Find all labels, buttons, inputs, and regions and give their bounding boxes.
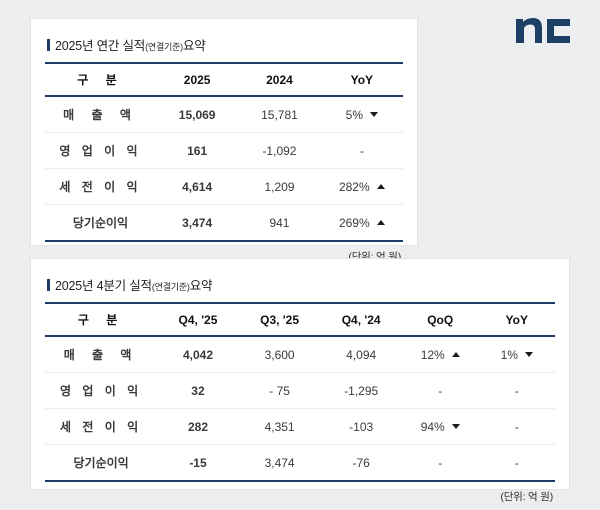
quarterly-net-income-q3-25: 3,474 xyxy=(238,444,321,482)
quarterly-pretax-profit-qoq: 94% xyxy=(401,408,479,445)
quarterly-col-header-q4-25: Q4, '25 xyxy=(157,302,239,337)
annual-pretax-profit-2024: 1,209 xyxy=(238,168,321,205)
quarterly-row-label-net-income: 당기순이익 xyxy=(45,444,158,482)
quarterly-row-label-pretax-profit: 세 전 이 익 xyxy=(45,408,158,445)
annual-operating-profit-2024: -1,092 xyxy=(238,132,321,169)
quarterly-operating-profit-q3-25: - 75 xyxy=(238,372,321,409)
quarterly-operating-profit-yoy: - xyxy=(478,372,555,409)
annual-row-label-net-income: 당기순이익 xyxy=(45,204,156,242)
annual-revenue-yoy: 5% xyxy=(320,96,403,133)
title-accent-bar xyxy=(47,39,50,51)
quarterly-title-tail: 요약 xyxy=(189,279,213,293)
quarterly-unit-note: (단위: 억 원) xyxy=(500,491,553,503)
table-row: 세 전 이 익 4,614 1,209 282% xyxy=(45,168,403,205)
quarterly-net-income-q4-25: -15 xyxy=(157,444,239,482)
quarterly-row-label-operating-profit: 영 업 이 익 xyxy=(45,372,158,409)
quarterly-table-header-row: 구 분 Q4, '25 Q3, '25 Q4, '24 QoQ YoY xyxy=(45,302,555,337)
quarterly-pretax-profit-yoy: - xyxy=(478,408,555,445)
annual-results-table: 구 분 2025 2024 YoY 매 출 액 15,069 15,781 5% xyxy=(45,62,403,242)
table-row: 당기순이익 -15 3,474 -76 - - xyxy=(45,444,555,482)
quarterly-col-header-yoy: YoY xyxy=(478,302,555,337)
quarterly-col-header-q4-24: Q4, '24 xyxy=(320,302,402,337)
annual-row-label-operating-profit: 영 업 이 익 xyxy=(45,132,156,169)
annual-operating-profit-yoy: - xyxy=(320,132,403,169)
quarterly-revenue-qoq-value: 12% xyxy=(420,347,445,362)
quarterly-revenue-q3-25: 3,600 xyxy=(238,336,321,373)
quarterly-pretax-profit-q4-24: -103 xyxy=(320,408,402,445)
table-row: 매 출 액 15,069 15,781 5% xyxy=(45,96,403,133)
annual-net-income-yoy: 269% xyxy=(320,204,403,242)
table-row: 당기순이익 3,474 941 269% xyxy=(45,204,403,242)
quarterly-title-sub: (연결기준) xyxy=(151,282,190,292)
annual-net-income-yoy-value: 269% xyxy=(338,215,370,230)
annual-operating-profit-2025: 161 xyxy=(155,132,239,169)
annual-summary-card: 2025년 연간 실적 (연결기준) 요약 구 분 2025 2024 YoY … xyxy=(30,18,418,263)
arrow-down-icon xyxy=(451,424,460,429)
table-row: 영 업 이 익 32 - 75 -1,295 - - xyxy=(45,372,555,409)
quarterly-revenue-yoy: 1% xyxy=(478,336,555,373)
quarterly-revenue-qoq: 12% xyxy=(401,336,479,373)
annual-row-label-revenue: 매 출 액 xyxy=(45,96,156,133)
quarterly-pretax-profit-qoq-value: 94% xyxy=(420,419,445,434)
annual-col-header-2024: 2024 xyxy=(238,62,321,97)
quarterly-row-label-revenue: 매 출 액 xyxy=(45,336,158,373)
annual-pretax-profit-2025: 4,614 xyxy=(155,168,239,205)
annual-revenue-2025: 15,069 xyxy=(155,96,239,133)
arrow-up-icon xyxy=(451,352,460,357)
arrow-down-icon xyxy=(369,112,378,117)
annual-net-income-2024: 941 xyxy=(238,204,321,242)
annual-col-header-yoy: YoY xyxy=(320,62,403,97)
annual-title-sub: (연결기준) xyxy=(145,42,183,52)
quarterly-revenue-yoy-value: 1% xyxy=(500,347,518,362)
annual-col-header-category: 구 분 xyxy=(45,62,156,97)
quarterly-results-table: 구 분 Q4, '25 Q3, '25 Q4, '24 QoQ YoY 매 출 … xyxy=(45,302,555,482)
arrow-down-icon xyxy=(524,352,533,357)
quarterly-pretax-profit-q4-25: 282 xyxy=(157,408,239,445)
quarterly-revenue-q4-25: 4,042 xyxy=(157,336,239,373)
annual-card-title: 2025년 연간 실적 (연결기준) 요약 xyxy=(47,35,403,54)
annual-col-header-2025: 2025 xyxy=(155,62,239,97)
table-row: 매 출 액 4,042 3,600 4,094 12% 1% xyxy=(45,336,555,373)
annual-net-income-2025: 3,474 xyxy=(155,204,239,242)
quarterly-col-header-q3-25: Q3, '25 xyxy=(238,302,321,337)
annual-revenue-yoy-value: 5% xyxy=(345,107,363,122)
title-accent-bar xyxy=(47,279,50,291)
nc-logo xyxy=(516,14,572,44)
quarterly-net-income-qoq: - xyxy=(401,444,479,482)
quarterly-summary-card: 2025년 4분기 실적 (연결기준) 요약 구 분 Q4, '25 Q3, '… xyxy=(30,258,570,503)
quarterly-net-income-q4-24: -76 xyxy=(320,444,402,482)
quarterly-net-income-yoy: - xyxy=(478,444,555,482)
quarterly-operating-profit-qoq: - xyxy=(401,372,479,409)
arrow-up-icon xyxy=(376,184,385,189)
annual-revenue-2024: 15,781 xyxy=(238,96,321,133)
arrow-up-icon xyxy=(376,220,385,225)
quarterly-operating-profit-q4-25: 32 xyxy=(157,372,239,409)
annual-table-header-row: 구 분 2025 2024 YoY xyxy=(45,62,403,97)
quarterly-col-header-qoq: QoQ xyxy=(401,302,479,337)
annual-title-tail: 요약 xyxy=(182,39,206,53)
annual-pretax-profit-yoy: 282% xyxy=(320,168,403,205)
quarterly-card-title: 2025년 4분기 실적 (연결기준) 요약 xyxy=(47,275,555,294)
quarterly-operating-profit-q4-24: -1,295 xyxy=(320,372,402,409)
quarterly-col-header-category: 구 분 xyxy=(45,302,158,337)
annual-title-main: 2025년 연간 실적 xyxy=(55,39,146,53)
quarterly-revenue-q4-24: 4,094 xyxy=(320,336,402,373)
quarterly-pretax-profit-q3-25: 4,351 xyxy=(238,408,321,445)
table-row: 세 전 이 익 282 4,351 -103 94% - xyxy=(45,408,555,445)
annual-row-label-pretax-profit: 세 전 이 익 xyxy=(45,168,156,205)
table-row: 영 업 이 익 161 -1,092 - xyxy=(45,132,403,169)
quarterly-title-main: 2025년 4분기 실적 xyxy=(55,279,152,293)
annual-pretax-profit-yoy-value: 282% xyxy=(338,179,370,194)
